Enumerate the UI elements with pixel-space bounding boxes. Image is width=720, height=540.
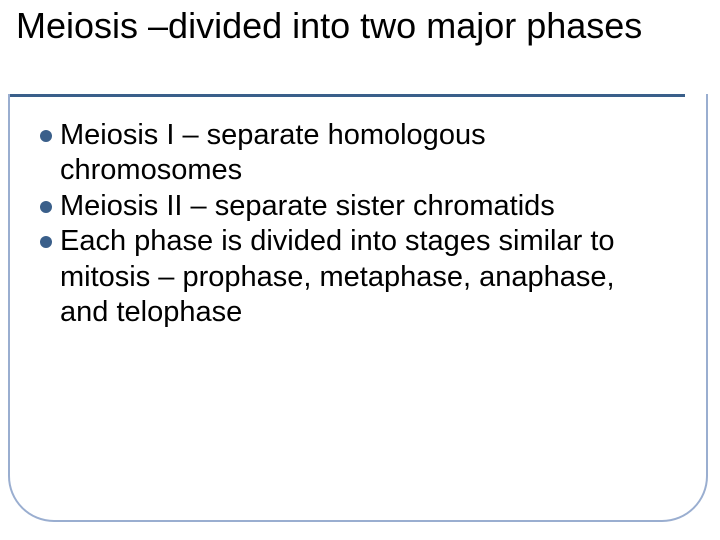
bullet-text: Each phase is divided into stages simila… — [60, 224, 670, 330]
bullet-text: Meiosis I – separate homologous chromoso… — [60, 118, 670, 189]
bullet-list: Meiosis I – separate homologous chromoso… — [40, 118, 670, 330]
title-block: Meiosis –divided into two major phases — [16, 6, 680, 46]
list-item: Each phase is divided into stages simila… — [40, 224, 670, 330]
list-item: Meiosis I – separate homologous chromoso… — [40, 118, 670, 189]
bullet-icon — [40, 130, 52, 142]
bullet-icon — [40, 236, 52, 248]
slide-title: Meiosis –divided into two major phases — [16, 6, 680, 46]
list-item: Meiosis II – separate sister chromatids — [40, 189, 670, 224]
bullet-icon — [40, 201, 52, 213]
bullet-text: Meiosis II – separate sister chromatids — [60, 189, 555, 224]
slide: Meiosis –divided into two major phases M… — [0, 0, 720, 540]
